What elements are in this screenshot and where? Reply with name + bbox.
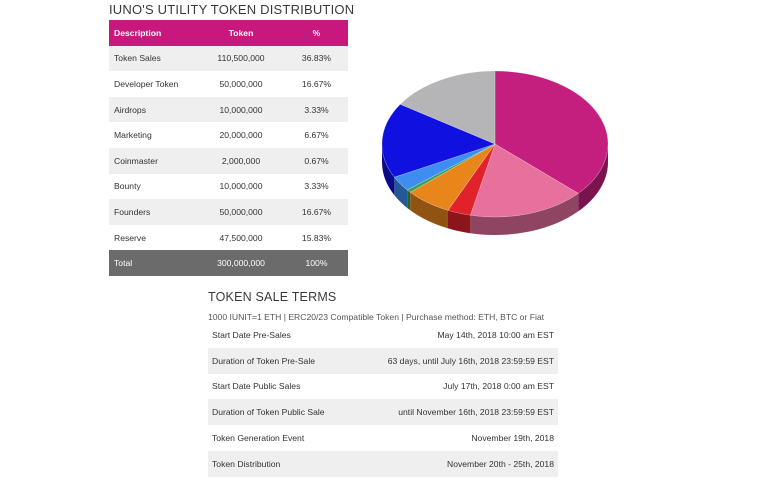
pie-slice-coinmaster: [406, 143, 496, 193]
header-description: Description: [114, 27, 162, 38]
table-row: Airdrops 10,000,000 3.33%: [109, 96, 348, 123]
row-description: Bounty: [114, 181, 141, 192]
table-row: Coinmaster 2,000,000 0.67%: [109, 147, 348, 174]
total-percent: 100%: [305, 258, 328, 269]
row-percent: 16.67%: [301, 78, 332, 89]
terms-label: Token Distribution: [212, 458, 281, 469]
distribution-table: Description Token % Token Sales 110,500,…: [109, 20, 348, 276]
distribution-pie-chart: [381, 70, 609, 235]
row-description: Developer Token: [114, 78, 179, 89]
pie-side-marketing: [410, 192, 448, 229]
pie-side-token-sales: [578, 144, 608, 212]
distribution-header-row: Description Token %: [109, 20, 348, 46]
total-description: Total: [114, 258, 133, 269]
pie-slice-bounty: [393, 143, 496, 191]
pie-slice-founders: [381, 103, 496, 178]
row-token: 110,500,000: [217, 53, 265, 64]
terms-title: TOKEN SALE TERMS: [208, 290, 337, 304]
terms-value: until November 16th, 2018 23:59:59 EST: [398, 407, 554, 418]
header-percent: %: [312, 27, 321, 38]
row-description: Token Sales: [114, 53, 161, 64]
pie-slices: [381, 70, 609, 218]
terms-row: Token Generation Event November 19th, 20…: [208, 425, 558, 451]
row-token: 10,000,000: [219, 181, 263, 192]
row-token: 50,000,000: [219, 206, 263, 217]
terms-label: Duration of Token Public Sale: [212, 407, 325, 418]
terms-value: November 20th - 25th, 2018: [446, 458, 554, 469]
pie-side-airdrops: [447, 210, 471, 234]
terms-row: Duration of Token Pre-Sale 63 days, unti…: [208, 347, 558, 374]
terms-label: Start Date Public Sales: [212, 381, 301, 392]
terms-row: Duration of Token Public Sale until Nove…: [208, 399, 558, 426]
row-description: Founders: [114, 206, 151, 217]
row-percent: 3.33%: [304, 104, 329, 115]
row-percent: 15.83%: [301, 232, 332, 243]
terms-row: Start Date Pre-Sales May 14th, 2018 10:0…: [208, 322, 558, 348]
table-row: Reserve 47,500,000 15.83%: [109, 225, 348, 251]
terms-value: November 19th, 2018: [471, 433, 554, 444]
row-percent: 6.67%: [304, 130, 329, 141]
terms-row: Token Distribution November 20th - 25th,…: [208, 450, 558, 477]
pie-slice-developer-token: [469, 143, 579, 218]
total-token: 300,000,000: [217, 258, 265, 269]
row-token: 20,000,000: [219, 130, 263, 141]
pie-side-founders: [382, 144, 395, 196]
row-token: 2,000,000: [221, 155, 261, 166]
row-description: Marketing: [114, 130, 152, 141]
pie-slice-reserve: [399, 70, 496, 145]
table-row: Bounty 10,000,000 3.33%: [109, 174, 348, 200]
row-token: 10,000,000: [219, 104, 263, 115]
distribution-total-row: Total 300,000,000 100%: [109, 250, 348, 276]
row-token: 50,000,000: [219, 78, 263, 89]
distribution-title: IUNO'S UTILITY TOKEN DISTRIBUTION: [109, 2, 355, 17]
terms-row: Start Date Public Sales July 17th, 2018 …: [208, 374, 558, 400]
terms-label: Duration of Token Pre-Sale: [212, 355, 316, 366]
pie-slice-marketing: [409, 143, 496, 211]
row-percent: 36.83%: [301, 53, 332, 64]
row-description: Reserve: [114, 232, 146, 243]
terms-table: Start Date Pre-Sales May 14th, 2018 10:0…: [208, 322, 558, 477]
pie-slice-token-sales: [494, 70, 609, 194]
table-row: Developer Token 50,000,000 16.67%: [109, 71, 348, 97]
table-row: Marketing 20,000,000 6.67%: [109, 122, 348, 148]
header-token: Token: [228, 27, 254, 38]
pie-side-bounty: [394, 177, 408, 208]
row-percent: 3.33%: [304, 181, 329, 192]
terms-value: 63 days, until July 16th, 2018 23:59:59 …: [387, 355, 554, 366]
pie-side-walls: [382, 144, 608, 235]
terms-value: July 17th, 2018 0:00 am EST: [443, 381, 554, 392]
terms-label: Token Generation Event: [212, 433, 305, 444]
table-row: Token Sales 110,500,000 36.83%: [109, 45, 348, 72]
pie-side-coinmaster: [407, 189, 411, 211]
terms-label: Start Date Pre-Sales: [212, 329, 291, 340]
pie-slice-airdrops: [447, 143, 496, 216]
row-percent: 0.67%: [304, 155, 329, 166]
row-percent: 16.67%: [301, 206, 332, 217]
pie-side-developer-token: [470, 193, 579, 235]
terms-subtitle: 1000 IUNIT=1 ETH | ERC20/23 Compatible T…: [208, 312, 545, 322]
row-description: Coinmaster: [114, 155, 158, 166]
table-row: Founders 50,000,000 16.67%: [109, 199, 348, 225]
terms-value: May 14th, 2018 10:00 am EST: [437, 329, 554, 340]
row-token: 47,500,000: [219, 232, 263, 243]
row-description: Airdrops: [114, 104, 146, 115]
